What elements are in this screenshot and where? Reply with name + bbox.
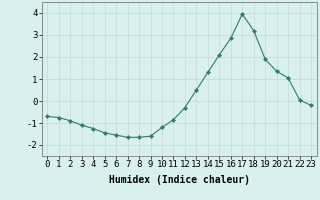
X-axis label: Humidex (Indice chaleur): Humidex (Indice chaleur) bbox=[109, 175, 250, 185]
